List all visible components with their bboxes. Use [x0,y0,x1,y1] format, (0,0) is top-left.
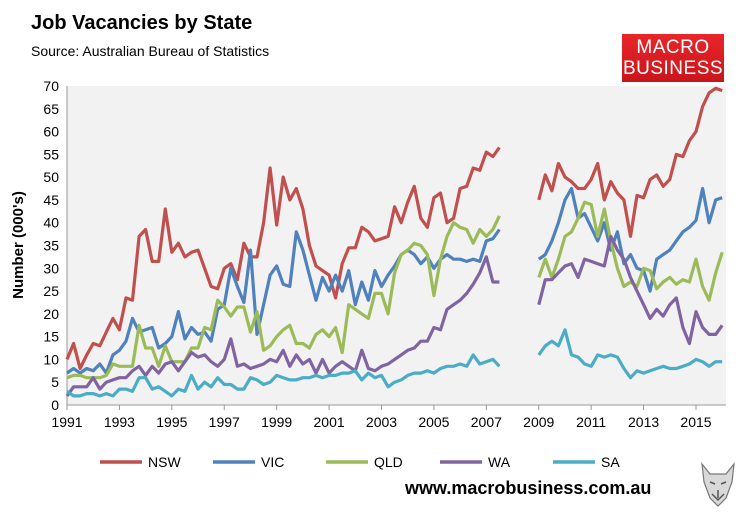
y-tick-label: 70 [43,78,59,94]
x-tick-label: 2015 [680,414,711,430]
legend-label-nsw: NSW [148,454,181,470]
y-tick-label: 35 [43,238,59,254]
series-line-wa [537,234,724,346]
legend-label-qld: QLD [374,454,403,470]
legend-label-sa: SA [601,454,620,470]
series-line-nsw [65,146,501,371]
x-tick-label: 2011 [576,414,606,430]
x-tick-label: 2007 [471,414,502,430]
y-tick-label: 5 [51,374,59,390]
y-tick-label: 10 [43,351,59,367]
y-tick-label: 50 [43,169,59,185]
series-line-vic [537,186,723,293]
x-tick-label: 1993 [104,414,135,430]
y-tick-label: 25 [43,283,59,299]
y-tick-label: 30 [43,260,59,276]
y-tick-label: 20 [43,306,59,322]
footer-url: www.macrobusiness.com.au [405,478,652,498]
x-tick-label: 2009 [523,414,554,430]
y-tick-label: 65 [43,101,59,117]
y-tick-label: 45 [43,192,59,208]
series-line-sa [66,353,501,398]
y-tick-label: 40 [43,215,59,231]
series-line-qld [537,200,724,302]
logo-line1: MACRO [636,37,710,58]
y-axis-label: Number (000's) [10,191,27,299]
y-tick-label: 0 [51,397,59,413]
series-line-nsw [537,86,723,238]
chart-title: Job Vacancies by State [31,12,253,34]
x-tick-label: 2001 [314,414,345,430]
series-line-qld [66,215,501,380]
x-tick-label: 2003 [366,414,397,430]
legend-label-wa: WA [488,454,511,470]
legend-label-vic: VIC [261,454,284,470]
x-tick-label: 1991 [51,414,82,430]
series-line-wa [65,255,500,397]
x-tick-label: 2005 [418,414,449,430]
y-tick-label: 60 [43,124,59,140]
x-tick-label: 1995 [156,414,187,430]
y-tick-label: 15 [43,329,59,345]
series-line-sa [537,328,723,380]
x-tick-label: 1997 [209,414,240,430]
x-tick-label: 2013 [628,414,659,430]
macrobusiness-logo: MACRO BUSINESS [622,34,724,82]
logo-line2: BUSINESS [622,58,724,79]
chart-subtitle: Source: Australian Bureau of Statistics [31,43,270,59]
y-tick-label: 55 [43,146,59,162]
wolf-logo-icon [701,462,735,507]
x-tick-label: 1999 [261,414,292,430]
